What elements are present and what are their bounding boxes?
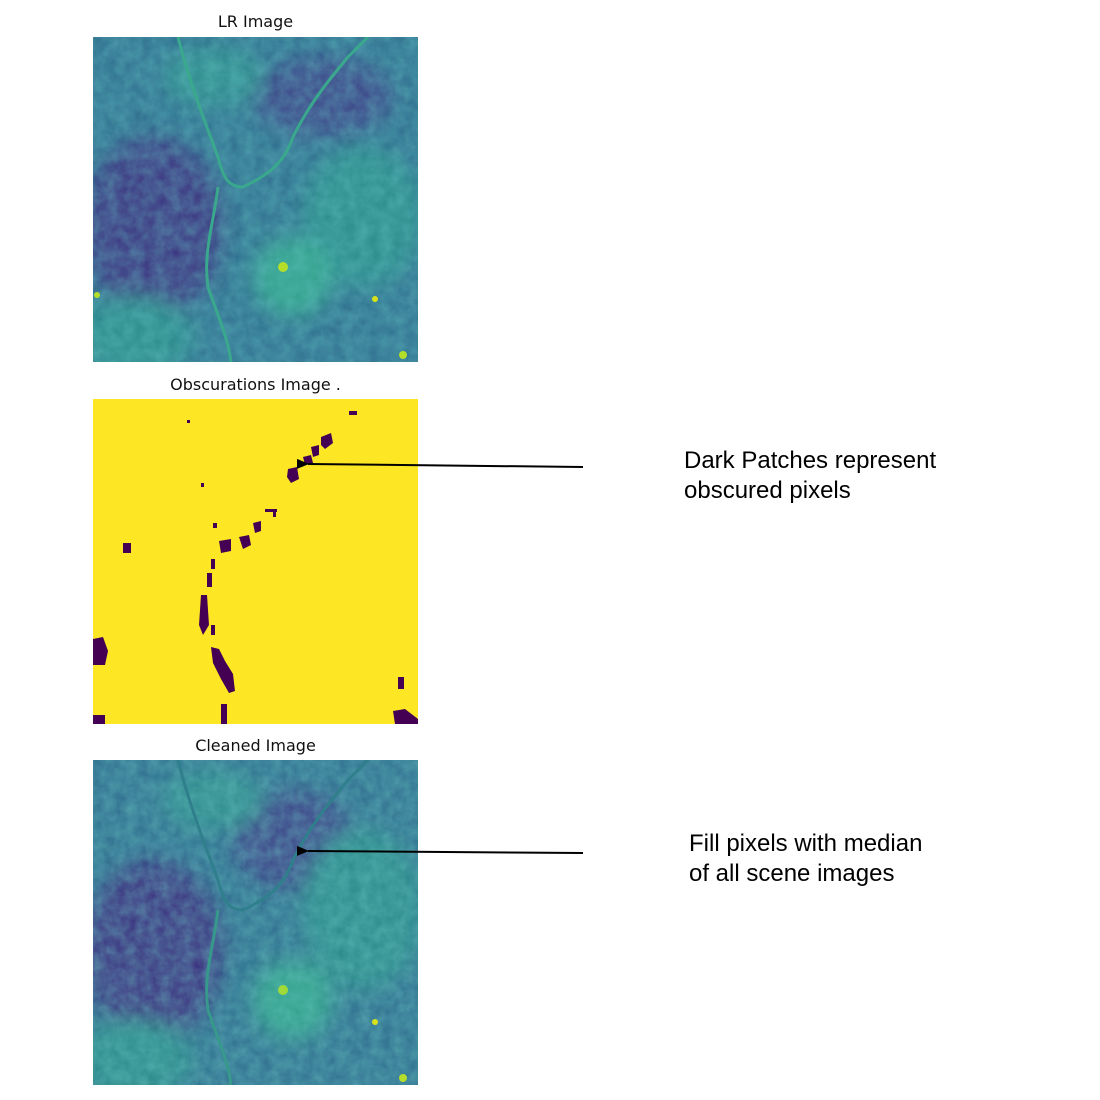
- cleaned-image-title: Cleaned Image: [195, 736, 316, 755]
- obscurations-image: [93, 399, 418, 724]
- median-fill-annotation: Fill pixels with median of all scene ima…: [689, 829, 922, 889]
- obscured-pixels-annotation: Dark Patches represent obscured pixels: [684, 446, 936, 506]
- annotation-line: Fill pixels with median: [689, 830, 923, 857]
- annotation-line: of all scene images: [689, 860, 895, 887]
- obscurations-image-title: Obscurations Image .: [170, 375, 341, 394]
- lr-image-title: LR Image: [217, 12, 294, 31]
- annotation-line: obscured pixels: [684, 477, 851, 504]
- annotation-line: Dark Patches represent: [684, 447, 937, 474]
- cleaned-image: [93, 760, 418, 1085]
- obscured-pixels-arrow: [296, 458, 584, 469]
- lr-image: [93, 37, 418, 362]
- median-fill-arrow: [296, 845, 584, 856]
